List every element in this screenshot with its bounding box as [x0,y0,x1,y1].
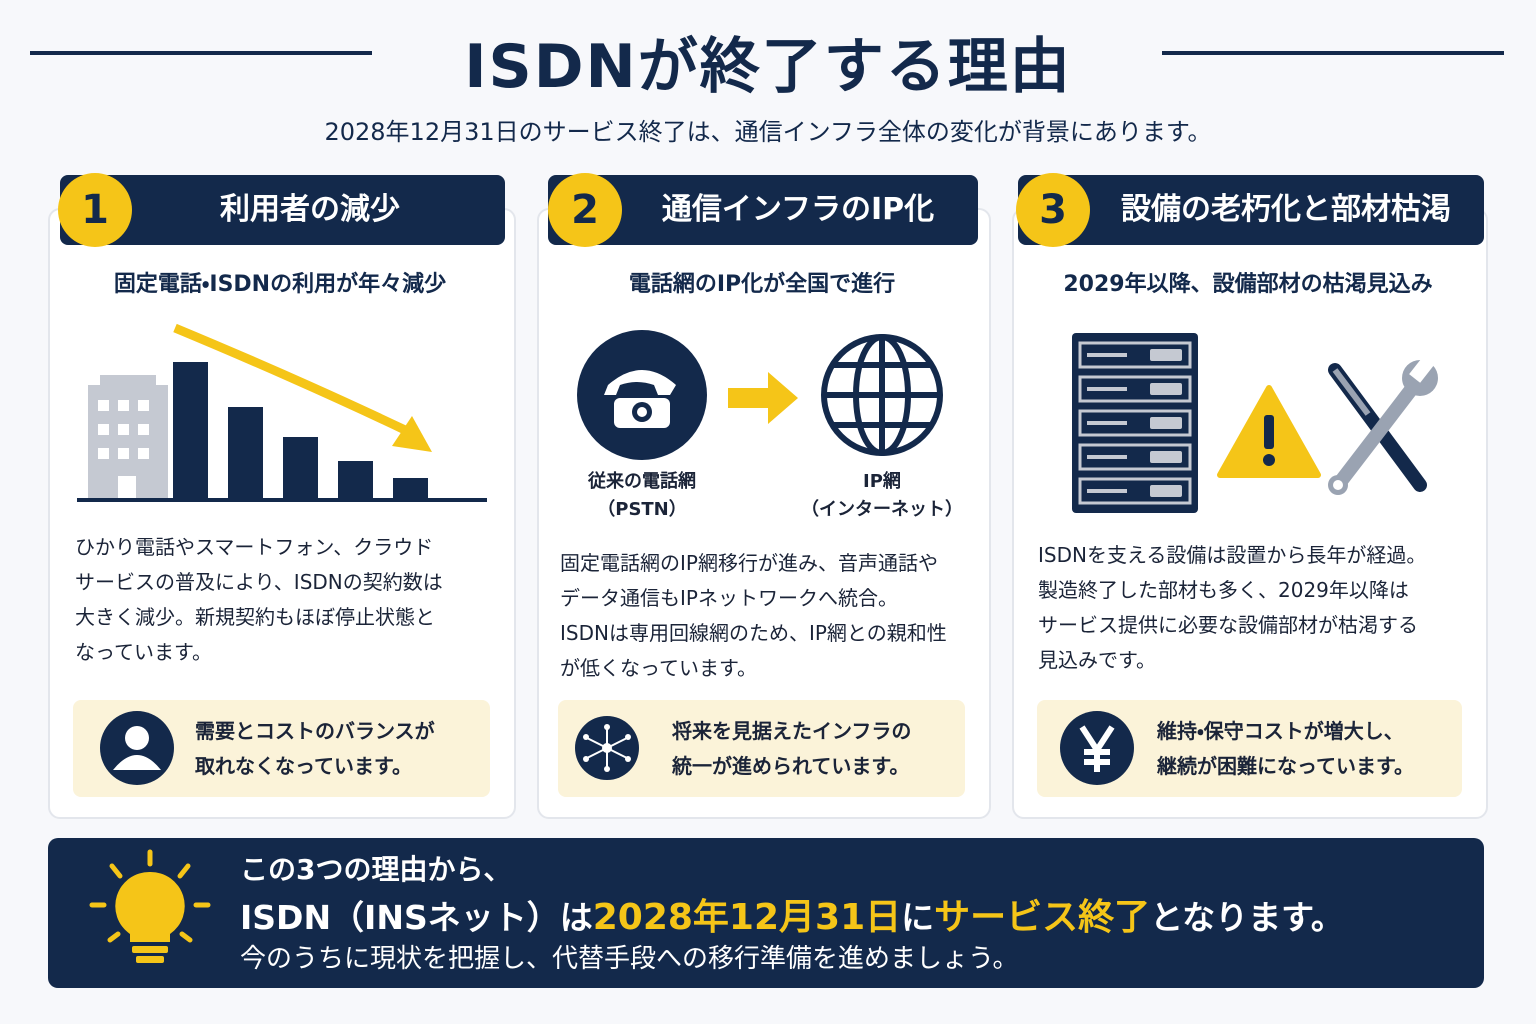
body-line: ISDNを支える設備は設置から長年が経過。 [1038,543,1427,567]
diagram-label: IP網 （インターネット） [782,468,982,524]
summary-line: 今のうちに現状を把握し、代替手段への移行準備を進めましょう。 [240,944,1019,974]
summary-line: ISDN（INSネット）は2028年12月31日にサービス終了となります。 [240,888,1344,940]
ip-migration-illustration [577,330,943,460]
card-title: 利用者の減少 [220,192,400,227]
title-rule [1162,51,1504,55]
card-body: ISDNを支える設備は設置から長年が経過。 製造終了した部材も多く、2029年以降… [1038,538,1426,678]
note-line: 継続が困難になっています。 [1157,754,1414,778]
body-line: ISDNは専用回線網のため、IP網との親和性 [560,621,947,645]
note-text: 維持・保守コストが増大し、 継続が困難になっています。 [1157,714,1414,784]
body-line: ひかり電話やスマートフォン、クラウド [75,535,434,559]
body-line: が低くなっています。 [560,656,757,680]
title: ISDNが終了する理由 [464,32,1072,102]
card-body: 固定電話網のIP網移行が進み、音声通話や データ通信もIPネットワークへ統合。 IS… [560,546,947,686]
yen-icon [1060,711,1134,785]
card-title: 設備の老朽化と部材枯渇 [1121,192,1451,227]
note-line: 将来を見据えたインフラの [672,719,912,743]
summary-line: この3つの理由から、 [240,853,512,886]
body-line: 大きく減少。新規契約もほぼ停止状態と [75,605,435,629]
note-text: 将来を見据えたインフラの 統一が進められています。 [672,714,911,784]
summary-text: ISDN（INSネット）は [240,898,593,937]
summary-banner [48,838,1484,988]
decline-illustration [77,323,487,502]
card-number: 3 [1016,173,1090,247]
person-icon [100,711,174,785]
card-heading: 固定電話・ISDNの利用が年々減少 [113,272,447,297]
card-number: 2 [548,173,622,247]
equipment-illustration [1072,333,1438,513]
label-line: （インターネット） [801,499,963,520]
network-icon [575,716,639,780]
card-title: 通信インフラのIP化 [661,192,935,227]
note-line: 統一が進められています。 [672,754,910,778]
label-line: 従来の電話網 [588,471,696,492]
title-rule [30,51,372,55]
summary-text: となります。 [1150,898,1344,937]
summary-highlight: サービス終了 [934,897,1151,938]
note-text: 需要とコストのバランスが 取れなくなっています。 [195,714,435,784]
body-line: なっています。 [75,640,212,664]
label-line: （PSTN） [597,499,687,520]
body-line: 固定電話網のIP網移行が進み、音声通話や [560,551,938,575]
card-heading: 2029年以降、設備部材の枯渇見込み [1063,272,1433,297]
body-line: 製造終了した部材も多く、2029年以降は [1038,578,1409,602]
body-line: 見込みです。 [1038,648,1156,672]
card-heading: 電話網のIP化が全国で進行 [628,272,896,297]
card-title-bar: 設備の老朽化と部材枯渇 [1018,175,1484,245]
card-number: 1 [58,173,132,247]
body-line: データ通信もIPネットワークへ統合。 [560,586,898,610]
card-title-bar: 利用者の減少 [60,175,505,245]
card-body: ひかり電話やスマートフォン、クラウド サービスの普及により、ISDNの契約数は 大き… [75,530,443,670]
note-line: 取れなくなっています。 [195,754,412,778]
diagram-label: 従来の電話網 （PSTN） [552,468,732,524]
summary-text: に [901,898,935,937]
body-line: サービス提供に必要な設備部材が枯渇する [1038,613,1418,637]
subtitle: 2028年12月31日のサービス終了は、通信インフラ全体の変化が背景にあります。 [324,118,1212,146]
body-line: サービスの普及により、ISDNの契約数は [75,570,443,594]
summary-highlight: 2028年12月31日 [592,897,902,938]
label-line: IP網 [863,471,901,492]
note-line: 需要とコストのバランスが [195,719,435,743]
note-line: 維持・保守コストが増大し、 [1157,719,1404,743]
